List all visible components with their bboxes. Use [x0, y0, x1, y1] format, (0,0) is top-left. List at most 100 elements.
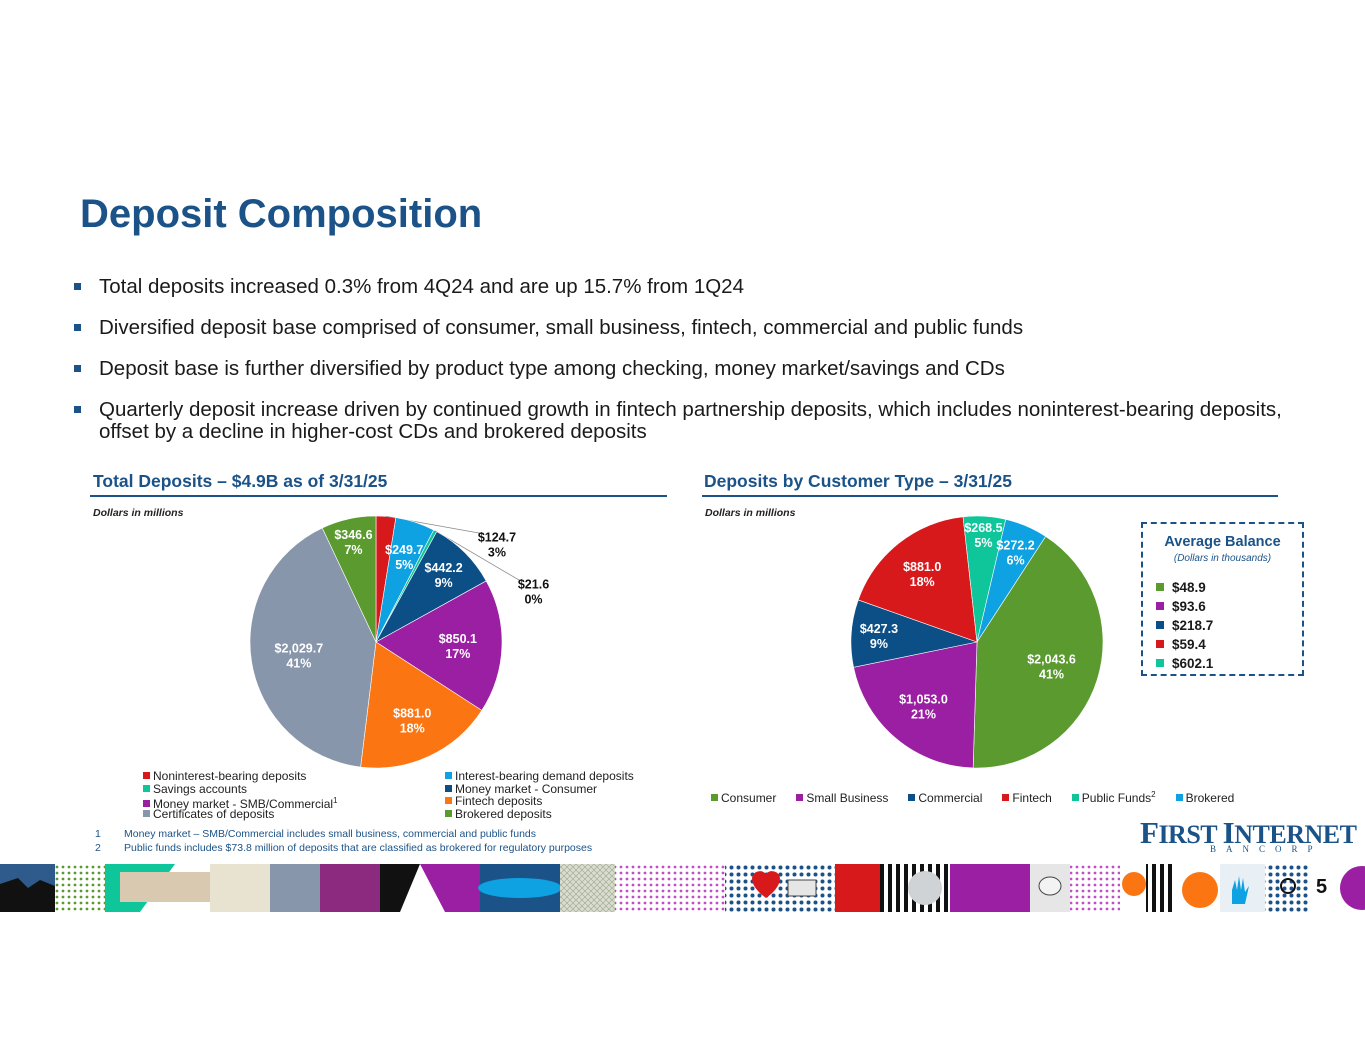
legend-item: Public Funds2: [1071, 790, 1156, 805]
legend-item: Noninterest-bearing deposits: [143, 770, 445, 783]
legend-label: Certificates of deposits: [153, 806, 275, 821]
logo-text: IRST: [1158, 820, 1223, 849]
legend-item: Commercial: [908, 791, 982, 805]
legend-swatch: [796, 794, 804, 801]
bullet-marker: [74, 324, 81, 331]
average-balance-subtitle: (Dollars in thousands): [1173, 553, 1272, 564]
data-label: $881.0: [903, 560, 941, 574]
pie-slice-small-business: [853, 641, 978, 769]
customer-type-pie-chart: $2,043.641% $1,053.021% $427.39% $881.018% $…: [850, 515, 1104, 769]
legend-swatch: [1156, 621, 1164, 629]
leader-line: [435, 530, 520, 581]
legend-item: Certificates of deposits: [143, 806, 445, 821]
legend-label: Fintech deposits: [455, 794, 543, 808]
legend-item: Brokered deposits: [445, 806, 552, 821]
average-balance-item: $93.6: [1156, 599, 1206, 614]
bullet-item: Quarterly deposit increase driven by con…: [74, 399, 1304, 443]
percent-label: 0%: [524, 592, 542, 606]
data-label: $249.7: [385, 543, 423, 557]
logo-subtitle: BANCORP: [1210, 844, 1323, 854]
average-balance-item: $218.7: [1156, 618, 1213, 633]
legend-label: Commercial: [918, 791, 983, 805]
legend-label: Savings accounts: [153, 781, 248, 796]
legend-label: Interest-bearing demand deposits: [455, 769, 634, 783]
bullet-text: Quarterly deposit increase driven by con…: [99, 398, 1282, 443]
data-label: $1,053.0: [899, 693, 948, 707]
legend-item: Interest-bearing demand deposits: [445, 770, 634, 783]
legend-swatch: [908, 794, 916, 801]
bullet-marker: [74, 283, 81, 290]
footnote-marker: 2: [1151, 790, 1156, 799]
percent-label: 7%: [344, 543, 362, 557]
footnote-text: Public funds includes $73.8 million of d…: [124, 842, 593, 854]
average-balance-box: Average Balance (Dollars in thousands) $…: [1141, 522, 1304, 676]
legend-item: Consumer: [711, 791, 776, 805]
pie-slice-certificates-of-deposits: [249, 527, 377, 768]
average-balance-item: $48.9: [1156, 580, 1206, 595]
footnote-text: Money market – SMB/Commercial includes s…: [124, 828, 536, 840]
data-label: $21.6: [518, 577, 549, 591]
customer-type-legend: Consumer Small Business Commercial Fintech P…: [711, 789, 1311, 807]
legend-swatch: [1156, 583, 1164, 591]
legend-item: Money market - SMB/Commercial1: [143, 795, 445, 811]
bullet-item: Total deposits increased 0.3% from 4Q24 …: [74, 276, 1304, 298]
percent-label: 9%: [870, 637, 888, 651]
legend-label: Consumer: [721, 791, 777, 805]
total-deposits-pie-chart: $124.73% $249.75% $21.60% $442.29% $850.117%…: [249, 515, 549, 769]
average-balance-value: $59.4: [1172, 637, 1206, 652]
data-label: $272.2: [996, 539, 1034, 553]
pie-slice-brokered-deposits: [321, 515, 377, 643]
percent-label: 41%: [1039, 667, 1064, 681]
data-label: $2,043.6: [1027, 652, 1076, 666]
customer-type-title: Deposits by Customer Type – 3/31/25: [704, 471, 1012, 491]
legend-label: Public Funds: [1081, 791, 1152, 805]
footnote-2: 2 Public funds includes $73.8 million of …: [95, 842, 592, 854]
pie-slice-fintech-deposits: [360, 641, 483, 769]
percent-label: 6%: [1007, 554, 1025, 568]
legend-label: Brokered: [1185, 791, 1235, 805]
decorative-banner: [0, 864, 1365, 912]
pie-slice-brokered: [976, 518, 1047, 643]
footnote-1: 1 Money market – SMB/Commercial includes …: [95, 828, 536, 840]
data-label: $881.0: [393, 707, 431, 721]
legend-swatch: [445, 809, 452, 817]
legend-row: Noninterest-bearing deposits Interest-bea…: [143, 770, 683, 783]
legend-label: Noninterest-bearing deposits: [153, 769, 307, 783]
legend-swatch: [143, 800, 150, 807]
legend-swatch: [143, 772, 150, 779]
legend-swatch: [445, 772, 452, 779]
percent-label: 17%: [445, 647, 470, 661]
data-label: $346.6: [334, 528, 372, 542]
total-deposits-units: Dollars in millions: [93, 507, 184, 519]
average-balance-item: $602.1: [1156, 656, 1213, 671]
percent-label: 3%: [488, 546, 506, 560]
customer-type-units: Dollars in millions: [705, 507, 796, 519]
bullet-marker: [74, 365, 81, 372]
footnote-number: 1: [95, 828, 101, 840]
bullet-list: Total deposits increased 0.3% from 4Q24 …: [74, 276, 1304, 462]
data-label: $2,029.7: [275, 641, 324, 655]
pie-slice-consumer: [972, 535, 1104, 769]
average-balance-value: $48.9: [1172, 580, 1206, 595]
logo-letter: I: [1222, 815, 1235, 850]
legend-swatch: [1071, 794, 1079, 801]
legend-label: Brokered deposits: [455, 806, 552, 821]
legend-swatch: [1156, 659, 1164, 667]
average-balance-item: $59.4: [1156, 637, 1206, 652]
total-deposits-legend: Noninterest-bearing deposits Interest-bea…: [143, 770, 683, 820]
legend-swatch: [1156, 602, 1164, 610]
legend-label: Money market - SMB/Commercial: [153, 797, 334, 811]
bullet-text: Deposit base is further diversified by p…: [99, 357, 1005, 380]
page-title: Deposit Composition: [80, 192, 483, 236]
legend-item: Brokered: [1175, 791, 1235, 805]
total-deposits-title: Total Deposits – $4.9B as of 3/31/25: [93, 471, 388, 491]
legend-row: Certificates of deposits Brokered deposit…: [143, 806, 683, 821]
legend-label: Fintech: [1012, 791, 1052, 805]
percent-label: 5%: [395, 558, 413, 572]
legend-swatch: [1002, 794, 1010, 801]
legend-item: Small Business: [796, 791, 888, 805]
pie-slice-fintech: [857, 516, 978, 643]
total-deposits-divider: [90, 495, 667, 497]
data-label: $850.1: [439, 632, 477, 646]
pie-slice-money-market-smb-commercial: [375, 580, 503, 711]
